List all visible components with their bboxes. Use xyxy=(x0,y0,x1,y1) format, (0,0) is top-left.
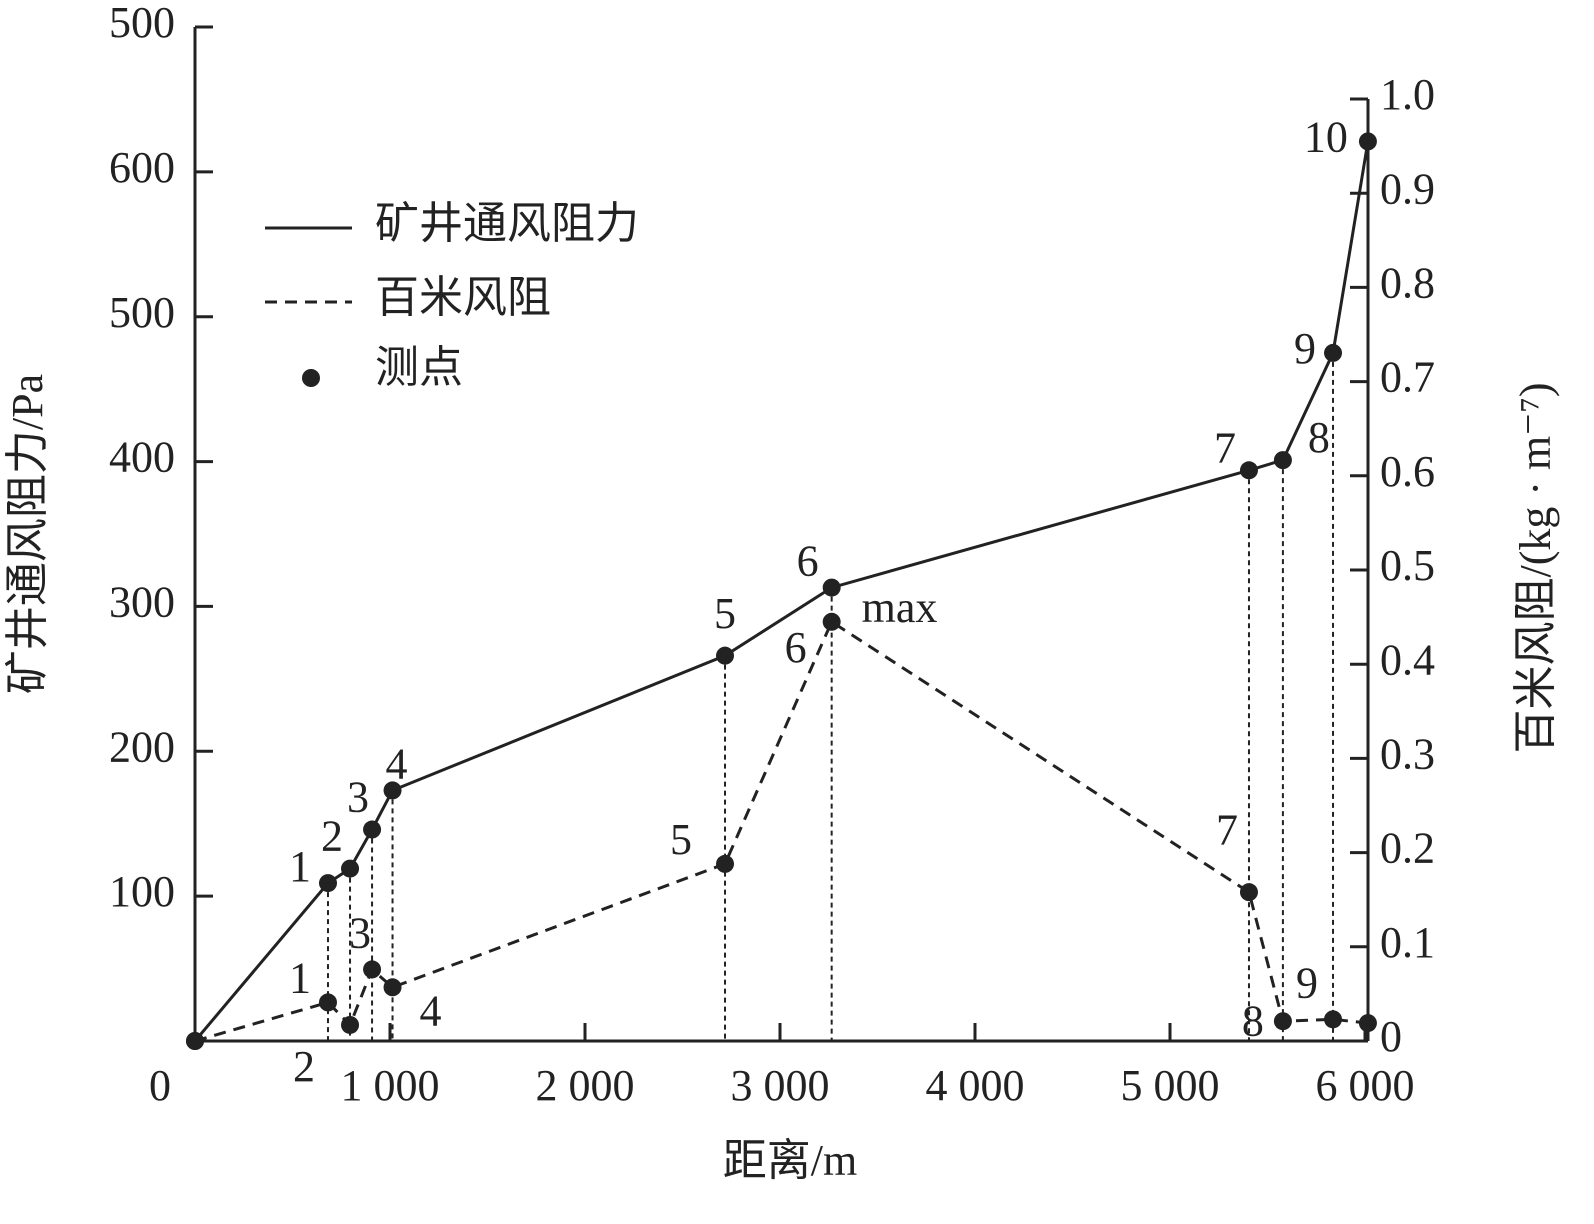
data-point xyxy=(341,1015,360,1034)
x-tick-label: 5 000 xyxy=(1121,1061,1220,1110)
y-tick-label: 400 xyxy=(109,433,175,482)
data-point xyxy=(1324,1010,1343,1029)
y-tick-label: 300 xyxy=(109,578,175,627)
y2-tick-label: 0.7 xyxy=(1380,353,1435,402)
legend-marker xyxy=(302,369,320,387)
y2-tick-label: 0.6 xyxy=(1380,447,1435,496)
point-label: 1 xyxy=(289,953,311,1002)
x-tick-label: 2 000 xyxy=(536,1061,635,1110)
line-series xyxy=(193,141,1370,1042)
data-point xyxy=(1273,451,1292,470)
data-point xyxy=(318,874,337,893)
x-tick-label: 6 000 xyxy=(1316,1061,1415,1110)
point-label: 3 xyxy=(349,909,371,958)
point-label: 7 xyxy=(1216,805,1238,854)
point-label: 9 xyxy=(1296,958,1318,1007)
data-point xyxy=(363,960,382,979)
y2-tick-label: 0.3 xyxy=(1380,729,1435,778)
y-axis-title: 矿井通风阻力/Pa xyxy=(3,374,52,694)
data-point xyxy=(822,578,841,597)
y-tick-label: 600 xyxy=(109,143,175,192)
data-point xyxy=(186,1032,204,1050)
data-point xyxy=(341,859,360,878)
data-point xyxy=(716,646,735,665)
point-label: 10 xyxy=(1304,113,1348,162)
data-point xyxy=(822,612,841,631)
point-label: 2 xyxy=(293,1042,315,1091)
data-point xyxy=(383,781,402,800)
y2-axis-title: 百米风阻/(kg · m⁻⁷) xyxy=(1511,383,1560,754)
data-point xyxy=(1273,1012,1292,1031)
y2-tick-label: 1.0 xyxy=(1380,70,1435,119)
x-tick-label: 1 000 xyxy=(341,1061,440,1110)
data-point xyxy=(383,978,402,997)
y-tick-label: 500 xyxy=(109,288,175,337)
y-tick-label: 500 xyxy=(109,0,175,47)
x-tick-label: 4 000 xyxy=(926,1061,1025,1110)
point-label: 6 xyxy=(797,537,819,586)
data-point xyxy=(1358,132,1377,151)
point-label: 1 xyxy=(289,842,311,891)
point-label: 4 xyxy=(420,986,442,1035)
point-label: 6 xyxy=(785,623,807,672)
y2-tick-label: 0 xyxy=(1380,1012,1402,1061)
point-label: 3 xyxy=(347,773,369,822)
point-label: 8 xyxy=(1308,413,1330,462)
legend-label: 百米风阻 xyxy=(375,273,551,322)
point-label: 9 xyxy=(1294,324,1316,373)
y-tick-label: 100 xyxy=(109,867,175,916)
y-tick-label: 200 xyxy=(109,722,175,771)
data-point xyxy=(363,820,382,839)
y2-tick-label: 0.2 xyxy=(1380,824,1435,873)
data-point xyxy=(318,993,337,1012)
data-point xyxy=(1324,343,1343,362)
x-tick-label: 0 xyxy=(149,1061,171,1110)
data-point xyxy=(1239,461,1258,480)
point-label: 5 xyxy=(714,589,736,638)
y2-tick-label: 0.9 xyxy=(1380,164,1435,213)
y2-tick-label: 0.5 xyxy=(1380,541,1435,590)
x-tick-label: 3 000 xyxy=(731,1061,830,1110)
data-point xyxy=(1358,1014,1377,1033)
point-label: 2 xyxy=(321,812,343,861)
point-label: 7 xyxy=(1214,423,1236,472)
legend-label: 测点 xyxy=(375,343,463,392)
y2-tick-label: 0.4 xyxy=(1380,635,1435,684)
x-axis-title: 距离/m xyxy=(723,1136,857,1185)
y2-tick-label: 0.1 xyxy=(1380,918,1435,967)
annotation: max xyxy=(862,583,938,632)
point-label: 4 xyxy=(386,739,408,788)
data-point xyxy=(716,854,735,873)
data-point xyxy=(1239,883,1258,902)
y2-tick-label: 0.8 xyxy=(1380,258,1435,307)
point-label: 5 xyxy=(670,815,692,864)
legend-label: 矿井通风阻力 xyxy=(375,199,639,248)
point-label: 8 xyxy=(1242,996,1264,1045)
